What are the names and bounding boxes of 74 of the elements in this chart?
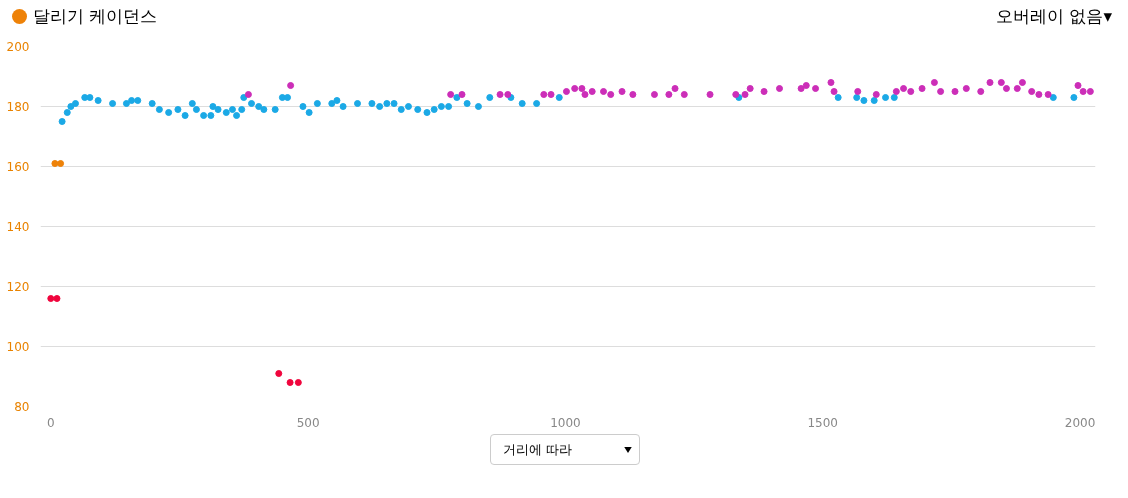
point [830,88,838,95]
point [930,79,938,86]
point [1074,82,1082,89]
point [540,91,548,98]
point [812,85,820,92]
point [671,85,679,92]
y-tick-label: 200 [6,40,30,54]
point [287,82,295,89]
chart-title: 달리기 케이던스 [32,5,158,28]
point [1079,88,1087,95]
point [918,85,926,92]
point [1035,91,1043,98]
y-tick-label: 140 [6,220,30,234]
x-tick-label: 1500 [807,415,839,430]
point [496,91,504,98]
point [951,88,959,95]
point [872,91,880,98]
y-tick-label: 100 [6,340,30,354]
point [600,88,608,95]
point [571,85,579,92]
x-tick-label: 1000 [550,415,581,430]
y-tick-label: 120 [6,280,30,294]
point [629,91,637,98]
point [650,91,658,98]
point [1002,85,1010,92]
point [997,79,1005,86]
point [1044,91,1052,98]
point [275,370,283,377]
point [47,295,55,302]
point [458,91,466,98]
point [802,82,810,89]
point [1013,85,1021,92]
point [1086,88,1094,95]
point [547,91,555,98]
point [937,88,945,95]
point [760,88,768,95]
point [892,88,900,95]
point [797,85,805,92]
y-tick-label: 180 [6,100,30,114]
point [1018,79,1026,86]
point [578,85,586,92]
point [907,88,915,95]
point [741,91,749,98]
point [581,91,589,98]
point [294,379,302,386]
point [244,91,252,98]
point [706,91,714,98]
point [680,91,688,98]
point [57,160,65,167]
point [1028,88,1036,95]
text: 오버레이 없음▾ [996,5,1112,28]
y-tick-label: 160 [6,160,30,174]
point [665,91,673,98]
point [986,79,994,86]
x-tick-label: 500 [296,415,320,430]
point [776,85,784,92]
point [53,295,61,302]
point [447,91,455,98]
y-tick-label: 80 [14,400,30,414]
point [962,85,970,92]
point [900,85,908,92]
point [607,91,615,98]
point [827,79,835,86]
x-tick-label: 2000 [1064,415,1096,430]
point [746,85,754,92]
point [854,88,862,95]
text: 거리에 따라 [490,434,640,466]
point [286,379,294,386]
point [588,88,596,95]
point [562,88,570,95]
x-tick-label: 0 [46,415,55,430]
point [977,88,985,95]
point [51,160,59,167]
point [618,88,626,95]
